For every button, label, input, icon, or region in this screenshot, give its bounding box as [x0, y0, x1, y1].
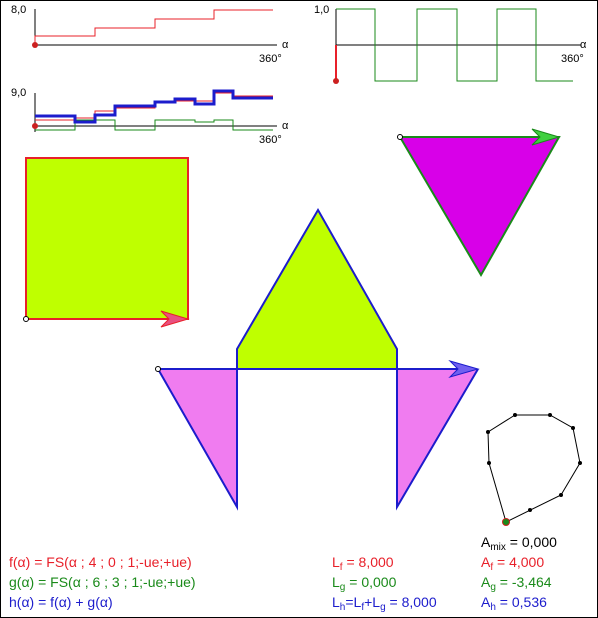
formula-f: f(α) = FS(α ; 4 ; 0 ; 1;-ue;+ue)	[9, 554, 192, 570]
graph-h-x-label: α	[282, 120, 289, 132]
graph-h-sum	[32, 89, 277, 132]
graph-f-x-label: α	[282, 39, 289, 51]
formula-g: g(α) = FS(α ; 6 ; 3 ; 1;-ue;+ue)	[9, 574, 196, 590]
length-g: Lg = 0,000	[332, 574, 397, 593]
origin-dot	[32, 42, 38, 48]
length-h: Lh=Lf+Lg = 8,000	[332, 594, 437, 613]
area-mix: Amix = 0,000	[481, 534, 557, 553]
graph-g-x-end-label: 360°	[561, 53, 584, 65]
mix-polygon	[486, 413, 582, 526]
area-h: Ah = 0,536	[481, 594, 547, 613]
graph-h-ymax-label: 9,0	[11, 87, 27, 99]
graph-h-x-end-label: 360°	[259, 134, 282, 146]
graph-g-square-wave	[333, 8, 581, 84]
area-g: Ag = -3,464	[481, 574, 552, 593]
length-f: Lf = 8,000	[332, 554, 394, 573]
graph-f-ymax-label: 8,0	[11, 4, 27, 16]
graph-f-step	[32, 9, 277, 48]
area-f: Af = 4,000	[481, 554, 545, 573]
square-shape	[23, 157, 190, 328]
graph-g-x-label: α	[580, 39, 587, 51]
formula-h: h(α) = f(α) + g(α)	[9, 594, 113, 610]
combined-shape	[155, 207, 480, 511]
graph-g-ymax-label: 1,0	[314, 4, 330, 16]
graph-f-x-end-label: 360°	[259, 53, 282, 65]
triangle-shape	[397, 128, 561, 278]
